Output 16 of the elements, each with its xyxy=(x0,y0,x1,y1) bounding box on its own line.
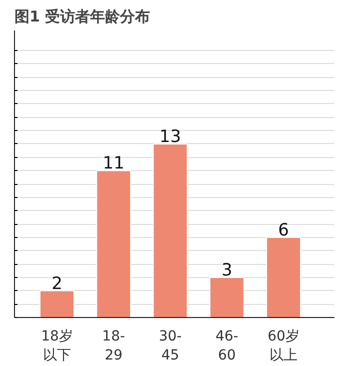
bar xyxy=(96,170,132,318)
chart-title: 图1 受访者年龄分布 xyxy=(14,8,150,26)
x-tick-label: 18- 29 xyxy=(102,328,126,364)
data-label: 6 xyxy=(278,220,289,240)
bar xyxy=(209,276,244,318)
x-tick-label: 18岁以下 xyxy=(41,328,73,364)
data-label: 2 xyxy=(52,274,62,294)
data-label: 11 xyxy=(102,154,124,174)
bar xyxy=(39,290,74,318)
x-tick-label: 60岁以上 xyxy=(268,328,300,364)
x-tick-label: 30- 45 xyxy=(158,328,182,364)
data-label: 3 xyxy=(221,260,232,280)
data-label: 13 xyxy=(159,126,182,147)
bar xyxy=(152,143,188,318)
bar xyxy=(266,236,302,318)
x-tick-label: 46- 60 xyxy=(215,328,238,364)
